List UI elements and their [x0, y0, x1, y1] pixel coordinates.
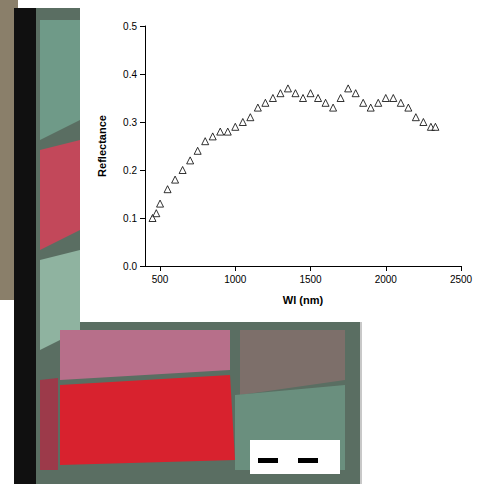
svg-text:0.3: 0.3: [123, 117, 137, 128]
svg-text:0.5: 0.5: [123, 21, 137, 32]
svg-text:500: 500: [152, 274, 169, 285]
svg-text:0.2: 0.2: [123, 165, 137, 176]
svg-text:Reflectance: Reflectance: [96, 115, 108, 177]
svg-text:2000: 2000: [375, 274, 398, 285]
svg-text:0.0: 0.0: [123, 261, 137, 272]
svg-text:Wl (nm): Wl (nm): [283, 294, 324, 306]
svg-text:2500: 2500: [450, 274, 473, 285]
svg-text:0.4: 0.4: [123, 69, 137, 80]
svg-text:0.1: 0.1: [123, 213, 137, 224]
svg-text:1000: 1000: [224, 274, 247, 285]
svg-text:1500: 1500: [299, 274, 322, 285]
